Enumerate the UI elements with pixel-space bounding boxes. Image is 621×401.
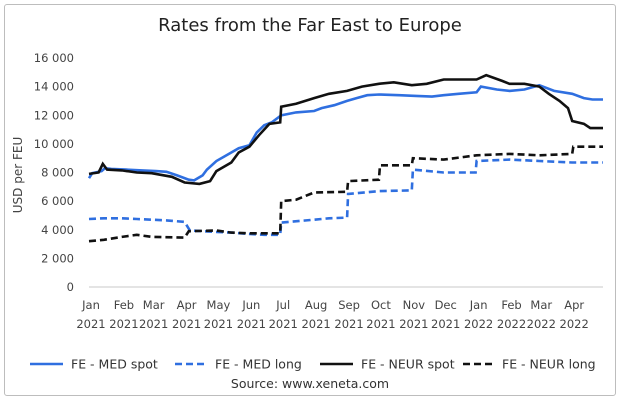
legend-label: FE - MED spot xyxy=(71,357,158,372)
x-tick-label: Sep 2021 xyxy=(334,298,363,331)
chart-title: Rates from the Far East to Europe xyxy=(158,15,462,36)
series-line-fe-neur-long xyxy=(88,145,603,243)
x-tick-label: Apr 2022 xyxy=(560,298,589,331)
legend-label: FE - NEUR spot xyxy=(361,357,455,372)
y-tick-label: 16 000 xyxy=(34,51,74,65)
x-tick-label: Mar 2021 xyxy=(139,298,168,331)
x-tick-label: Jan 2021 xyxy=(76,298,105,331)
y-tick-label: 8 000 xyxy=(41,166,74,180)
x-tick-label: Jul 2021 xyxy=(269,298,298,331)
y-tick-label: 2 000 xyxy=(41,251,74,265)
x-tick-label: Mar 2022 xyxy=(527,298,556,331)
plot-area xyxy=(87,73,603,243)
legend: FE - MED spot FE - MED long FE - NEUR spot… xyxy=(30,357,596,372)
source-note: Source: www.xeneta.com xyxy=(231,376,389,391)
x-tick-label: Oct 2021 xyxy=(366,298,395,331)
x-tick-label: Dec 2021 xyxy=(431,298,460,331)
series-line-fe-med-long xyxy=(88,158,603,237)
y-tick-label: 14 000 xyxy=(34,80,74,94)
x-tick-label: Jun 2021 xyxy=(237,298,266,331)
y-tick-label: 0 xyxy=(67,280,74,294)
y-tick-label: 12 000 xyxy=(34,108,74,122)
x-tick-label: Feb 2022 xyxy=(497,298,526,331)
y-tick-label: 4 000 xyxy=(41,223,74,237)
x-tick-label: Jan 2022 xyxy=(464,298,493,331)
series-line-fe-neur-spot xyxy=(88,73,603,186)
y-axis: 0 2 000 4 000 6 000 8 000 10 000 12 000 14 000 1… xyxy=(34,51,74,294)
x-tick-label: Nov 2021 xyxy=(399,298,428,331)
legend-label: FE - MED long xyxy=(215,357,302,372)
x-tick-label: Aug 2021 xyxy=(301,298,330,331)
series-line-fe-med-spot xyxy=(87,83,603,182)
chart-frame xyxy=(4,4,616,396)
x-tick-label: May 2021 xyxy=(204,298,233,331)
legend-label: FE - NEUR long xyxy=(502,357,596,372)
x-tick-label: Apr 2021 xyxy=(172,298,201,331)
y-axis-title: USD per FEU xyxy=(11,137,25,213)
y-tick-label: 10 000 xyxy=(34,137,74,151)
x-tick-label: Feb 2021 xyxy=(109,298,138,331)
y-tick-label: 6 000 xyxy=(41,194,74,208)
